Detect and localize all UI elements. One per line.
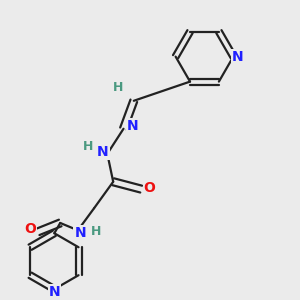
Text: H: H <box>91 225 101 238</box>
Text: O: O <box>143 181 155 195</box>
Text: N: N <box>97 145 109 159</box>
Text: N: N <box>74 226 86 240</box>
Text: N: N <box>127 119 138 133</box>
Text: N: N <box>232 50 244 64</box>
Text: N: N <box>49 284 60 298</box>
Text: H: H <box>112 81 123 94</box>
Text: H: H <box>83 140 93 153</box>
Text: O: O <box>24 222 36 236</box>
